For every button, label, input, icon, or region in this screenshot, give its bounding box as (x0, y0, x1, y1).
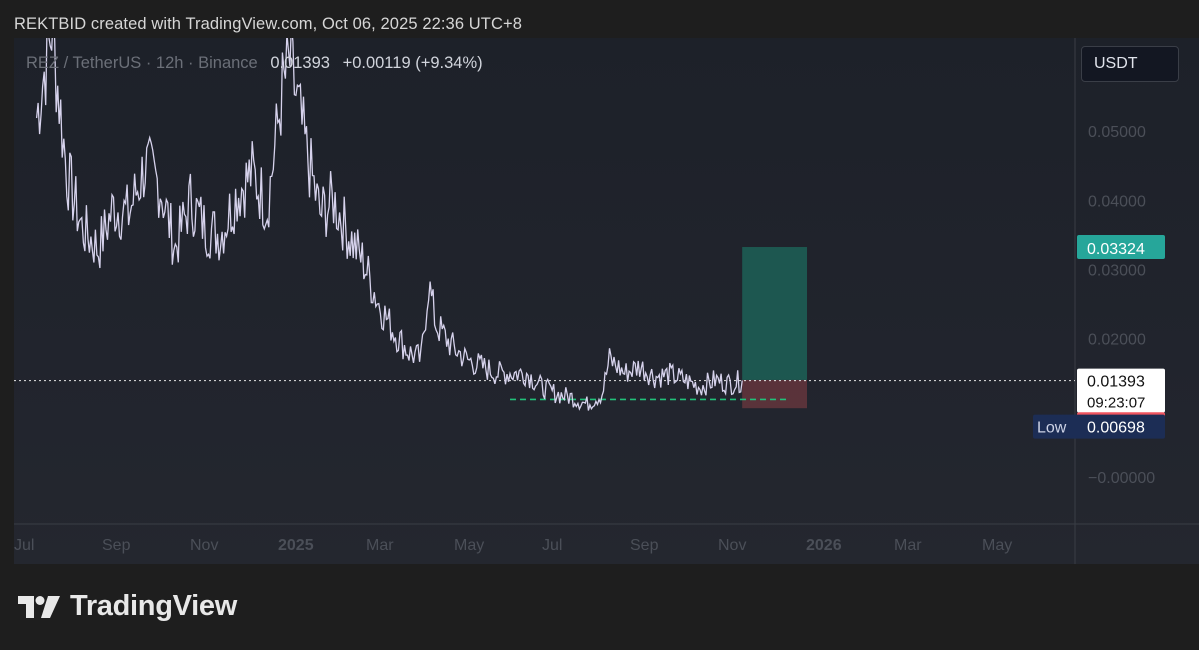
last-price-badge-bg (1077, 368, 1165, 413)
low-marker-value: 0.00698 (1087, 420, 1145, 437)
y-tick-label: −0.00000 (1088, 470, 1155, 487)
x-tick-label: Nov (190, 537, 218, 554)
y-tick-label: 0.05000 (1088, 124, 1146, 141)
x-tick-label: Jul (14, 537, 34, 554)
x-tick-label: 2026 (806, 537, 842, 554)
x-tick-label: Mar (894, 537, 922, 554)
last-price-badge: 0.01393 (1087, 374, 1145, 391)
x-tick-label: 2025 (278, 537, 314, 554)
bar-countdown: 09:23:07 (1087, 395, 1145, 412)
attribution-header: REKTBID created with TradingView.com, Oc… (14, 15, 523, 33)
currency-button[interactable]: USDT (1081, 46, 1179, 82)
legend-last-price: 0.01393 (270, 54, 330, 72)
x-tick-label: Jul (542, 537, 562, 554)
chart-panel[interactable]: 0.05000 0.04000 0.03000 0.02000 −0.00000 Jul S… (14, 38, 1199, 564)
symbol-legend: REZ / TetherUS · 12h · Binance 0.01393 +… (26, 54, 483, 73)
brand-name: TradingView (70, 590, 237, 622)
x-tick-label: May (454, 537, 484, 554)
target-price-badge: 0.03324 (1087, 241, 1145, 258)
y-tick-label: 0.04000 (1088, 193, 1146, 210)
x-tick-label: Sep (102, 537, 131, 554)
y-tick-label: 0.03000 (1088, 262, 1146, 279)
x-tick-label: Nov (718, 537, 746, 554)
position-loss-zone (742, 379, 808, 409)
symbol-info: REZ / TetherUS · 12h · Binance (26, 54, 258, 72)
target-price-badge-bg (1077, 235, 1165, 260)
y-tick-label: 0.02000 (1088, 332, 1146, 349)
price-chart[interactable]: 0.05000 0.04000 0.03000 0.02000 −0.00000 Jul S… (14, 38, 1199, 564)
x-tick-label: May (982, 537, 1012, 554)
low-marker-label: Low (1037, 420, 1067, 437)
position-profit-zone (742, 247, 808, 380)
tradingview-logo-icon (18, 595, 60, 618)
legend-price-change: +0.00119 (+9.34%) (342, 54, 483, 72)
low-marker-bg (1033, 414, 1165, 439)
x-tick-label: Sep (630, 537, 659, 554)
x-tick-label: Mar (366, 537, 394, 554)
price-series-line (35, 38, 743, 411)
tradingview-logo: TradingView (18, 590, 237, 623)
